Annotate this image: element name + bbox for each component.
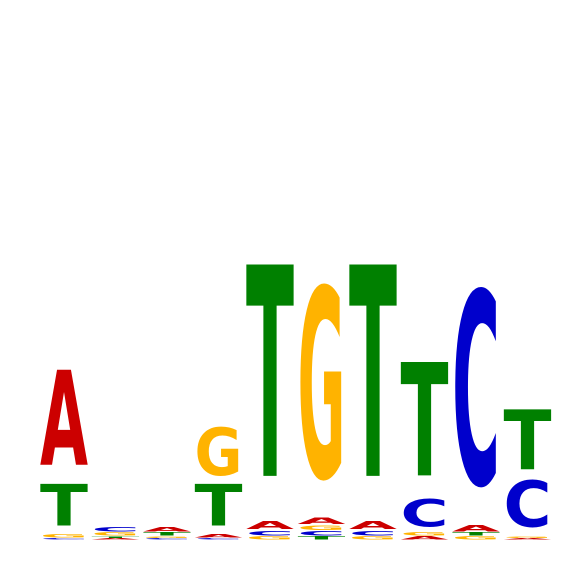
letter-g-pos6: G <box>298 235 346 539</box>
letter-g-pos1: G <box>40 534 88 539</box>
letter-t-pos9: T <box>452 532 500 537</box>
letter-g-pos2: G <box>92 532 140 537</box>
letter-c-pos7: C <box>349 530 397 537</box>
letter-c-pos6: C <box>298 530 346 537</box>
letter-a-pos5: A <box>246 520 295 532</box>
letter-g-pos8: G <box>401 532 449 537</box>
letter-a-pos10: A <box>504 538 552 540</box>
letter-g-pos4: G <box>195 415 243 491</box>
letter-t-pos10: T <box>504 394 552 490</box>
letter-g-pos5: G <box>246 535 294 540</box>
letter-c-pos9: C <box>452 239 500 547</box>
letter-a-pos6: A <box>298 517 347 527</box>
letter-a-pos1: A <box>40 345 88 497</box>
letter-t-pos3: T <box>143 532 191 537</box>
letter-a-pos8: A <box>401 536 449 541</box>
letter-g-pos6: G <box>298 524 346 531</box>
letter-t-pos1: T <box>40 474 88 540</box>
letter-a-pos2: A <box>92 538 140 540</box>
letter-g-pos3: G <box>143 536 191 538</box>
letter-c-pos2: C <box>92 526 140 533</box>
letter-c-pos1: C <box>40 538 88 540</box>
letter-t-pos5: T <box>246 207 294 545</box>
letter-t-pos4: T <box>195 474 243 540</box>
letter-a-pos9: A <box>452 524 501 534</box>
letter-c-pos8: C <box>401 491 449 536</box>
letter-t-pos8: T <box>401 332 449 512</box>
letter-c-pos5: C <box>246 530 294 537</box>
letter-a-pos7: A <box>349 520 398 532</box>
letter-a-pos4: A <box>195 534 243 539</box>
letter-t-pos6: T <box>298 535 346 540</box>
letter-g-pos7: G <box>349 535 397 540</box>
letter-g-pos10: G <box>504 536 552 538</box>
letter-g-pos9: G <box>452 535 500 540</box>
letter-c-pos3: C <box>143 538 191 540</box>
letter-c-pos10: C <box>504 468 552 542</box>
letter-a-pos3: A <box>143 526 191 533</box>
letter-c-pos4: C <box>195 538 243 540</box>
letter-t-pos7: T <box>349 207 397 545</box>
letter-t-pos2: T <box>92 536 140 538</box>
